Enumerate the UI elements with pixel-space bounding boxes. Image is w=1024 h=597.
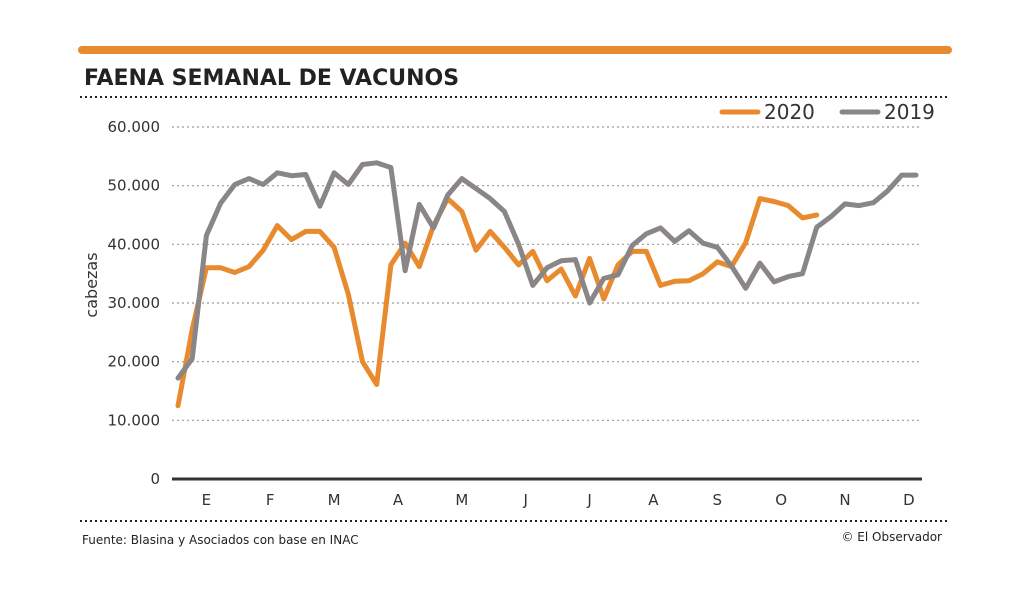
grid: [172, 126, 922, 421]
x-tick-label: A: [393, 491, 404, 509]
y-tick-label: 50.000: [108, 177, 161, 195]
accent-bar: [78, 46, 952, 54]
x-tick-label: J: [586, 491, 591, 509]
y-axis-label: cabezas: [82, 252, 101, 317]
y-tick-label: 0: [150, 470, 160, 488]
y-tick-label: 30.000: [108, 294, 161, 312]
series-lines: [175, 160, 919, 409]
x-tick-label: F: [266, 491, 275, 509]
credit-note: © El Observador: [841, 530, 942, 544]
y-tick-label: 40.000: [108, 235, 161, 253]
legend-label-2019: 2019: [884, 100, 935, 124]
y-tick-label: 20.000: [108, 353, 161, 371]
x-tick-label: E: [202, 491, 211, 509]
x-tick-label: A: [648, 491, 659, 509]
x-tick-label: O: [775, 491, 787, 509]
x-tick-label: S: [713, 491, 723, 509]
x-tick-label: M: [455, 491, 468, 509]
series-line-2020: [175, 196, 820, 409]
y-tick-labels: 0 10.000 20.000 30.000 40.000 50.000 60.000: [108, 118, 161, 488]
x-tick-label: J: [522, 491, 527, 509]
chart-title: FAENA SEMANAL DE VACUNOS: [84, 66, 459, 91]
legend: 2020 2019: [719, 100, 935, 124]
x-tick-label: N: [839, 491, 850, 509]
series-line-2019: [175, 160, 919, 381]
source-note: Fuente: Blasina y Asociados con base en …: [82, 533, 359, 547]
x-tick-label: M: [328, 491, 341, 509]
legend-label-2020: 2020: [764, 100, 815, 124]
y-tick-label: 60.000: [108, 118, 161, 136]
y-tick-label: 10.000: [108, 411, 161, 429]
x-tick-label: D: [903, 491, 915, 509]
